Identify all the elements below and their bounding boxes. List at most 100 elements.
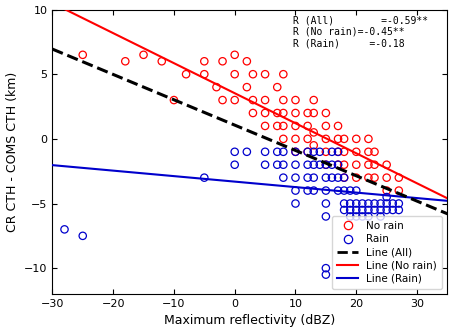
Point (341, 201, 348, 206)
Point (280, 110, 287, 116)
Point (274, 110, 281, 116)
Point (304, 162, 311, 167)
Point (310, 175, 318, 180)
Point (79, 52, 87, 58)
Point (304, 110, 311, 116)
Point (334, 149, 342, 155)
Point (359, 207, 366, 213)
Point (328, 175, 336, 180)
Legend: No rain, Rain, Line (All), Line (No rain), Line (Rain): No rain, Rain, Line (All), Line (No rain… (332, 216, 442, 289)
Point (310, 143, 318, 148)
Point (347, 188, 354, 193)
Point (359, 201, 366, 206)
Point (322, 214, 329, 219)
Point (341, 175, 348, 180)
Point (334, 123, 342, 129)
Point (322, 110, 329, 116)
Point (365, 175, 372, 180)
Point (274, 123, 281, 129)
Point (365, 214, 372, 219)
Point (328, 149, 336, 155)
Point (261, 123, 269, 129)
Point (352, 162, 360, 167)
Point (310, 162, 318, 167)
Point (389, 201, 396, 206)
Point (292, 188, 299, 193)
Point (280, 98, 287, 103)
Point (395, 188, 402, 193)
Point (371, 201, 378, 206)
Point (341, 188, 348, 193)
Point (322, 123, 329, 129)
Point (322, 162, 329, 167)
Point (352, 207, 360, 213)
Point (347, 201, 354, 206)
Point (377, 201, 384, 206)
Point (383, 188, 390, 193)
Point (341, 175, 348, 180)
Point (322, 162, 329, 167)
Point (292, 136, 299, 142)
Point (322, 201, 329, 206)
Point (243, 59, 251, 64)
Point (243, 149, 251, 155)
Point (352, 214, 360, 219)
Point (377, 207, 384, 213)
Point (383, 194, 390, 200)
Point (79, 233, 87, 238)
Point (341, 136, 348, 142)
Point (243, 85, 251, 90)
Point (231, 149, 238, 155)
Point (316, 162, 323, 167)
Point (371, 149, 378, 155)
Point (377, 214, 384, 219)
Point (304, 175, 311, 180)
Point (310, 98, 318, 103)
Point (365, 136, 372, 142)
Point (352, 149, 360, 155)
Point (304, 136, 311, 142)
Point (383, 207, 390, 213)
Point (292, 110, 299, 116)
Point (365, 207, 372, 213)
Point (292, 162, 299, 167)
Point (274, 162, 281, 167)
Point (334, 149, 342, 155)
Point (322, 272, 329, 277)
Point (395, 207, 402, 213)
Point (292, 149, 299, 155)
Point (231, 52, 238, 58)
Point (383, 175, 390, 180)
Point (334, 162, 342, 167)
Point (352, 136, 360, 142)
Point (322, 136, 329, 142)
Point (183, 72, 190, 77)
Point (352, 188, 360, 193)
Point (310, 130, 318, 135)
Point (219, 98, 226, 103)
Point (261, 149, 269, 155)
Point (352, 201, 360, 206)
Point (304, 149, 311, 155)
Point (201, 59, 208, 64)
Point (322, 265, 329, 271)
Point (334, 175, 342, 180)
Point (341, 207, 348, 213)
Point (322, 188, 329, 193)
Point (219, 59, 226, 64)
Point (158, 59, 165, 64)
Point (261, 98, 269, 103)
Point (341, 162, 348, 167)
Point (334, 162, 342, 167)
Point (249, 110, 256, 116)
Point (201, 175, 208, 180)
Point (280, 175, 287, 180)
Point (280, 136, 287, 142)
Point (280, 123, 287, 129)
Point (347, 214, 354, 219)
Point (249, 98, 256, 103)
Point (352, 175, 360, 180)
Point (389, 207, 396, 213)
Point (322, 175, 329, 180)
Point (292, 123, 299, 129)
